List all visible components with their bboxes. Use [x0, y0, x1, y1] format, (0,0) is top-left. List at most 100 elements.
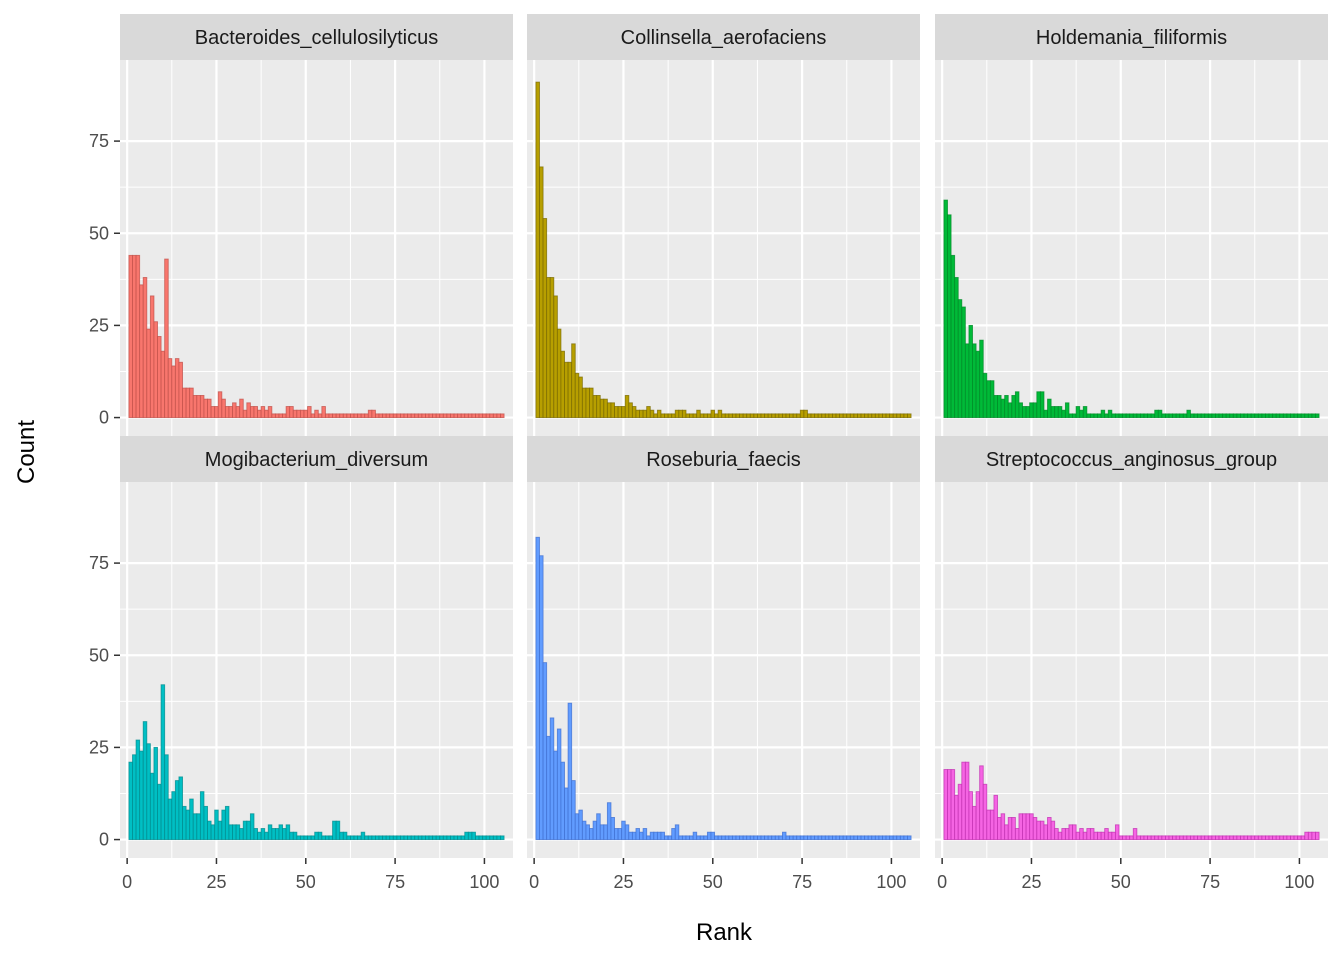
histogram-bar — [335, 413, 341, 419]
histogram-bar — [606, 402, 612, 419]
histogram-bar — [832, 835, 837, 841]
histogram-bar — [1218, 835, 1224, 841]
histogram-bar — [635, 828, 640, 841]
histogram-bar — [842, 835, 848, 841]
histogram-bar — [885, 413, 891, 419]
facet-strip — [527, 436, 920, 482]
histogram-bar — [1032, 402, 1038, 419]
histogram-bar — [364, 413, 369, 419]
histogram-bar — [492, 835, 498, 841]
histogram-bar — [664, 835, 669, 841]
histogram-bar — [703, 835, 708, 841]
histogram-bar — [824, 835, 830, 841]
histogram-bar — [1286, 835, 1291, 841]
histogram-bar — [1200, 413, 1206, 419]
histogram-bar — [228, 406, 233, 419]
histogram-bar — [592, 820, 598, 841]
histogram-bar — [807, 413, 812, 419]
histogram-bar — [803, 835, 808, 841]
histogram-bar — [907, 413, 912, 419]
histogram-bar — [975, 350, 981, 419]
histogram-bar — [332, 413, 337, 419]
histogram-bar — [335, 820, 341, 841]
histogram-bar — [535, 536, 540, 841]
histogram-bar — [1282, 413, 1288, 419]
histogram-bar — [1036, 820, 1041, 841]
histogram-bar — [142, 277, 148, 419]
histogram-bar — [1300, 835, 1306, 841]
histogram-bar — [685, 835, 691, 841]
histogram-bar — [349, 413, 355, 419]
histogram-bar — [1014, 828, 1020, 841]
histogram-bar — [317, 413, 323, 419]
histogram-bar — [1307, 413, 1313, 419]
histogram-bar — [696, 409, 701, 419]
histogram-bar — [157, 336, 162, 419]
histogram-bar — [1211, 413, 1216, 419]
histogram-bar — [1204, 413, 1209, 419]
histogram-bar — [721, 835, 726, 841]
histogram-bar — [849, 835, 855, 841]
histogram-bar — [221, 398, 226, 419]
histogram-bar — [581, 820, 587, 841]
histogram-bar — [203, 398, 208, 419]
histogram-bar — [1265, 413, 1270, 419]
histogram-bar — [1029, 402, 1034, 419]
histogram-bar — [1143, 413, 1149, 419]
histogram-bar — [728, 835, 733, 841]
histogram-bar — [849, 413, 855, 419]
histogram-bar — [896, 835, 901, 841]
histogram-bar — [360, 831, 366, 841]
histogram-bar — [975, 791, 981, 841]
histogram-bar — [828, 413, 833, 419]
histogram-bar — [1039, 820, 1045, 841]
histogram-bar — [1082, 406, 1088, 419]
histogram-bar — [742, 835, 748, 841]
histogram-bar — [993, 794, 998, 841]
x-tick-label: 75 — [1200, 872, 1220, 892]
histogram-bar — [192, 395, 198, 419]
histogram-bar — [392, 413, 398, 419]
histogram-bar — [721, 413, 726, 419]
histogram-bar — [450, 413, 455, 419]
histogram-bar — [778, 835, 783, 841]
histogram-bar — [889, 413, 894, 419]
histogram-bar — [460, 413, 466, 419]
histogram-bar — [628, 831, 633, 841]
histogram-bar — [1054, 406, 1059, 419]
histogram-bar — [1207, 835, 1213, 841]
histogram-bar — [1193, 413, 1199, 419]
histogram-bar — [986, 380, 991, 419]
histogram-bar — [371, 835, 376, 841]
histogram-bar — [324, 413, 330, 419]
histogram-bar — [435, 413, 441, 419]
histogram-bar — [660, 413, 666, 419]
histogram-bar — [196, 813, 201, 841]
histogram-bar — [167, 798, 173, 841]
histogram-bar — [792, 413, 798, 419]
histogram-bar — [357, 835, 362, 841]
facet-panel: Collinsella_aerofaciens — [527, 14, 920, 436]
histogram-bar — [1086, 828, 1091, 841]
histogram-bar — [564, 787, 569, 841]
histogram-bar — [1229, 413, 1234, 419]
histogram-bar — [717, 835, 723, 841]
histogram-bar — [1161, 413, 1166, 419]
histogram-bar — [310, 413, 316, 419]
histogram-bar — [135, 739, 141, 841]
histogram-bar — [239, 828, 244, 841]
histogram-bar — [739, 413, 744, 419]
histogram-bar — [1172, 835, 1177, 841]
histogram-bar — [1132, 828, 1138, 841]
histogram-bar — [1111, 831, 1116, 841]
histogram-bar — [1272, 413, 1277, 419]
histogram-bar — [1075, 831, 1081, 841]
histogram-bar — [182, 387, 187, 419]
histogram-bar — [735, 835, 741, 841]
histogram-bar — [742, 413, 748, 419]
histogram-bar — [664, 413, 669, 419]
histogram-bar — [1293, 413, 1299, 419]
histogram-bar — [1072, 824, 1077, 841]
histogram-bar — [624, 824, 630, 841]
histogram-bar — [1064, 402, 1070, 419]
